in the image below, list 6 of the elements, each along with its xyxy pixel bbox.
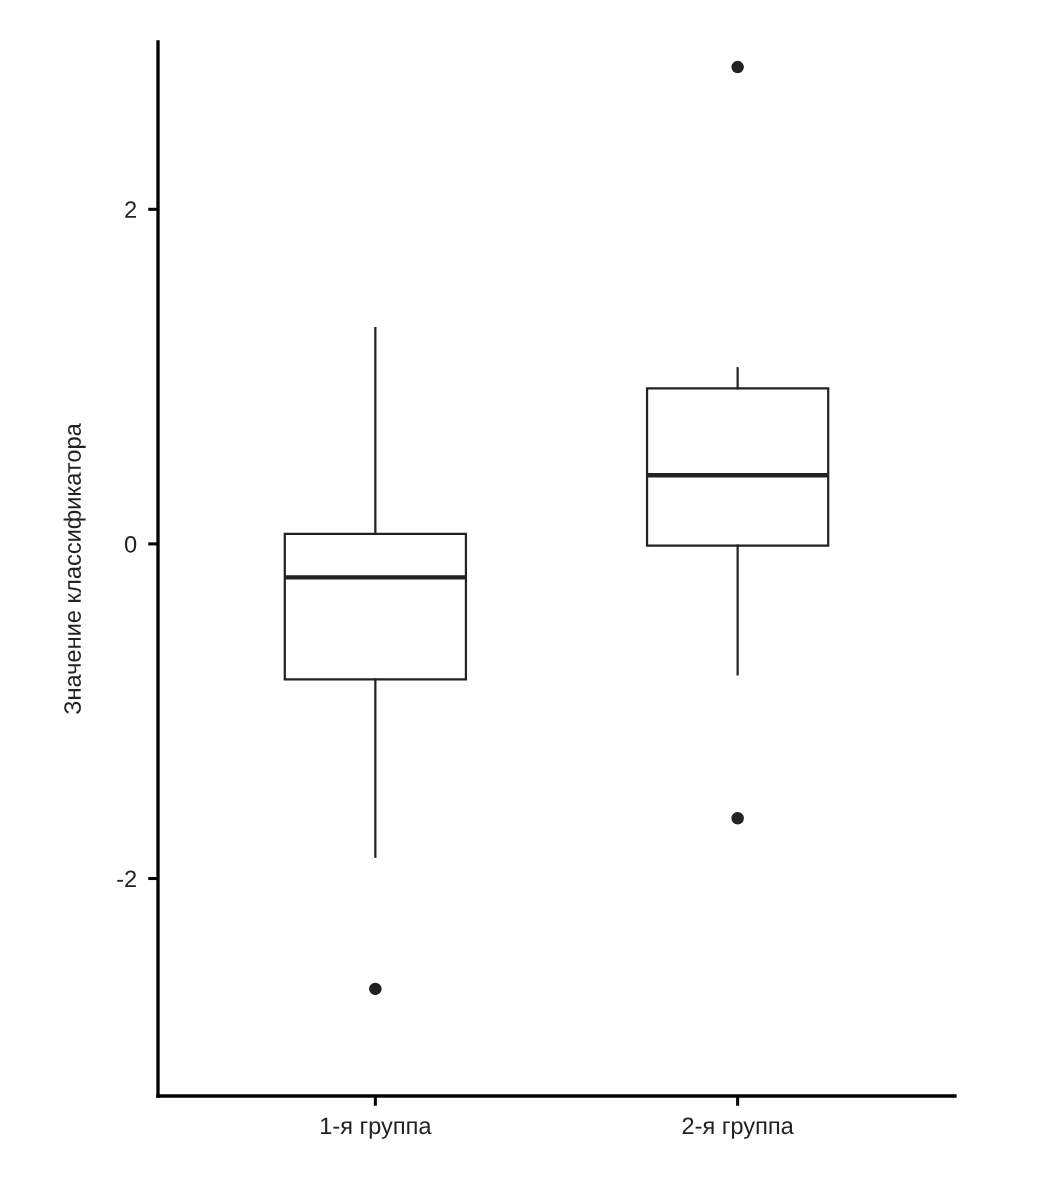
- x-tick-label: 2-я группа: [682, 1117, 794, 1139]
- y-tick-label: 0: [124, 535, 137, 553]
- y-tick-label: -2: [117, 870, 136, 888]
- y-tick-label: 2: [125, 201, 136, 218]
- y-axis-title: Значение классификатора: [63, 423, 86, 715]
- x-tick-label: 1-я группа: [321, 1117, 432, 1139]
